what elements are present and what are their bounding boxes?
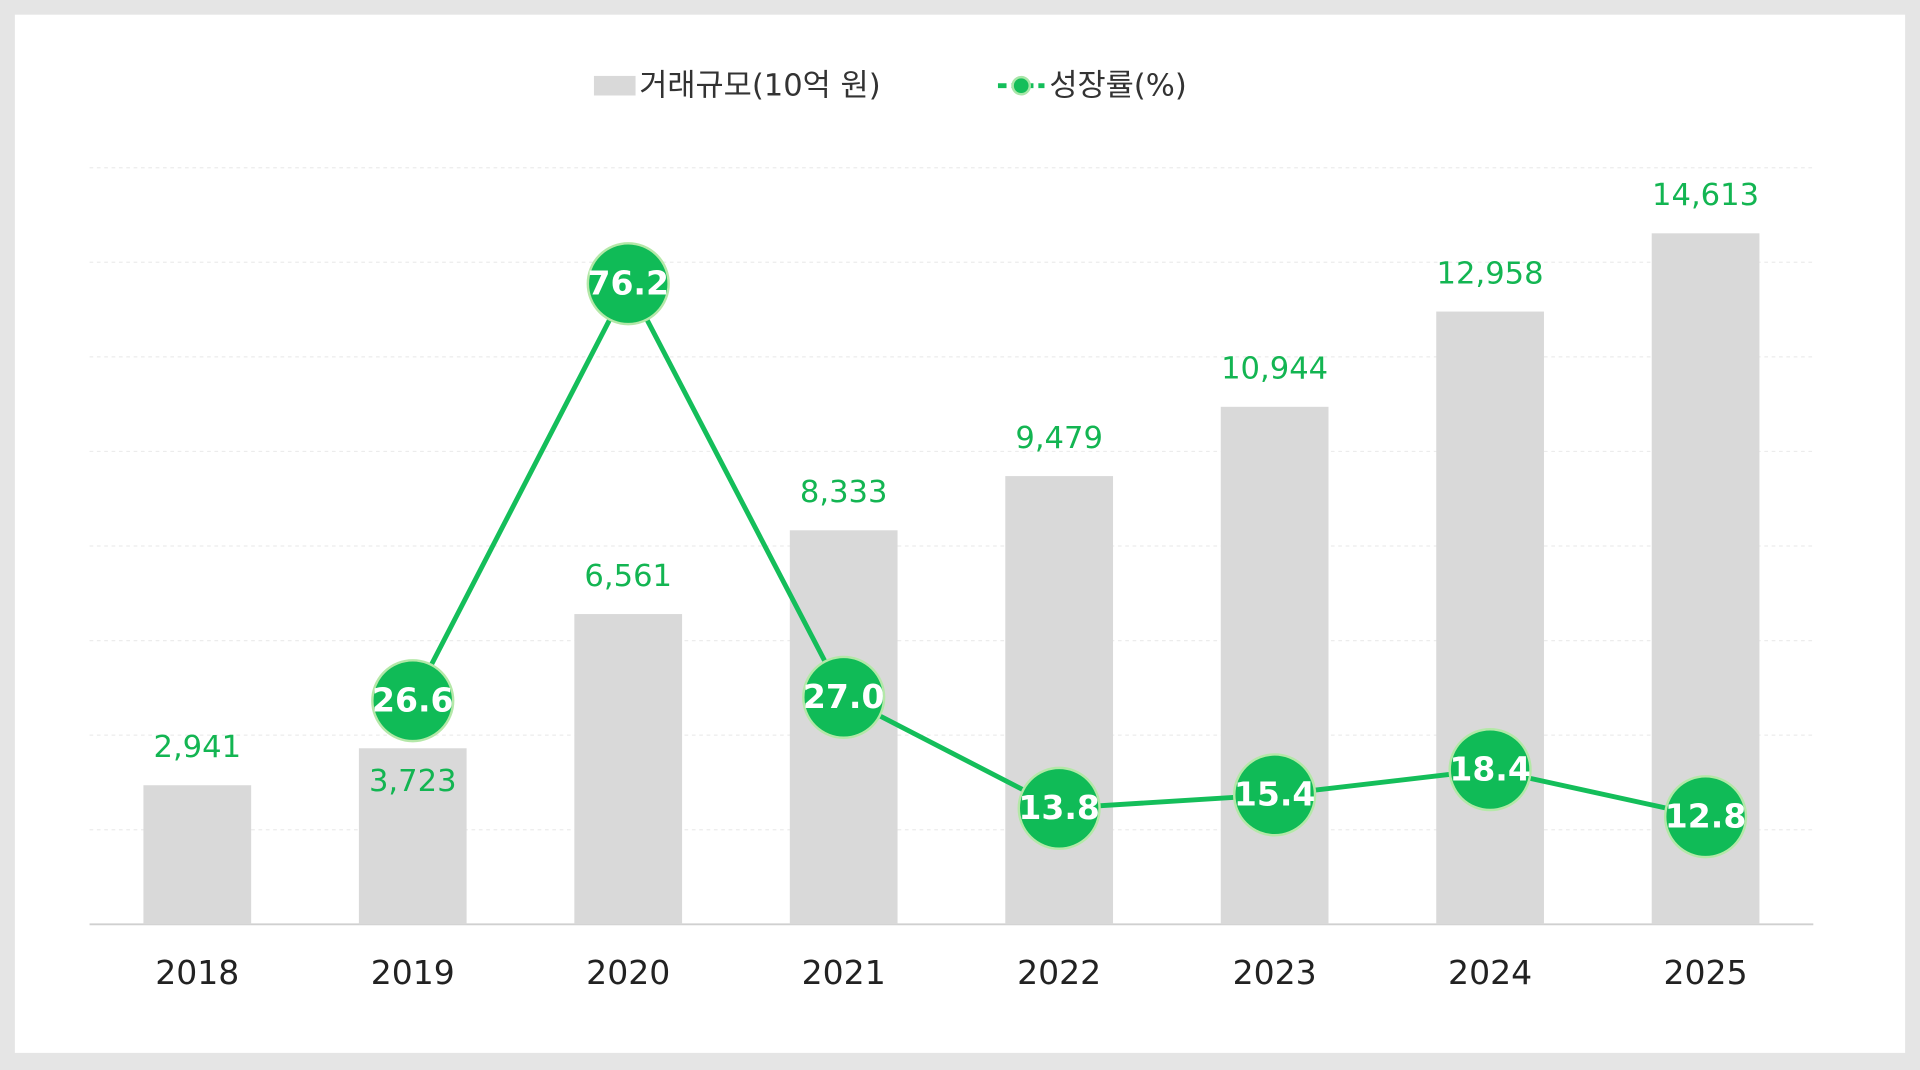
x-tick-label: 2023 xyxy=(1233,953,1317,992)
bar xyxy=(358,748,467,925)
legend-label: 거래규모(10억 원) xyxy=(639,68,880,103)
bar xyxy=(143,785,252,925)
x-tick-label: 2019 xyxy=(371,953,455,992)
panel xyxy=(14,14,1906,1053)
bar xyxy=(1436,311,1544,925)
point-label: 27.0 xyxy=(803,677,885,716)
x-tick-label: 2022 xyxy=(1017,953,1101,992)
legend-swatch xyxy=(593,75,636,96)
point xyxy=(371,659,455,743)
bar xyxy=(1220,406,1329,925)
value-label: 3,723 xyxy=(369,764,457,799)
x-tick-label: 2024 xyxy=(1448,953,1532,992)
value-label: 10,944 xyxy=(1221,352,1328,387)
value-label: 6,561 xyxy=(584,559,672,594)
value-label: 12,958 xyxy=(1437,256,1544,291)
value-label: 2,941 xyxy=(153,730,241,765)
x-tick-label: 2021 xyxy=(802,953,886,992)
bar xyxy=(574,614,683,925)
point xyxy=(1017,766,1101,850)
point-label: 76.2 xyxy=(587,263,669,302)
value-label: 14,613 xyxy=(1652,178,1759,213)
legend-swatch xyxy=(1011,75,1032,96)
point-label: 15.4 xyxy=(1234,775,1316,814)
point xyxy=(586,242,670,326)
bar xyxy=(1005,476,1114,925)
value-label: 9,479 xyxy=(1015,421,1103,456)
point xyxy=(1663,775,1748,859)
point-label: 26.6 xyxy=(372,680,454,719)
legend-label: 성장률(%) xyxy=(1049,68,1186,103)
x-tick-label: 2025 xyxy=(1664,953,1748,992)
x-tick-label: 2020 xyxy=(586,953,670,992)
point xyxy=(1233,753,1317,837)
point xyxy=(1448,728,1532,812)
point-label: 12.8 xyxy=(1665,796,1747,835)
point-label: 13.8 xyxy=(1018,788,1100,827)
value-label: 8,333 xyxy=(800,475,888,510)
point xyxy=(802,655,886,739)
point-label: 18.4 xyxy=(1449,749,1531,788)
x-tick-label: 2018 xyxy=(155,953,239,992)
